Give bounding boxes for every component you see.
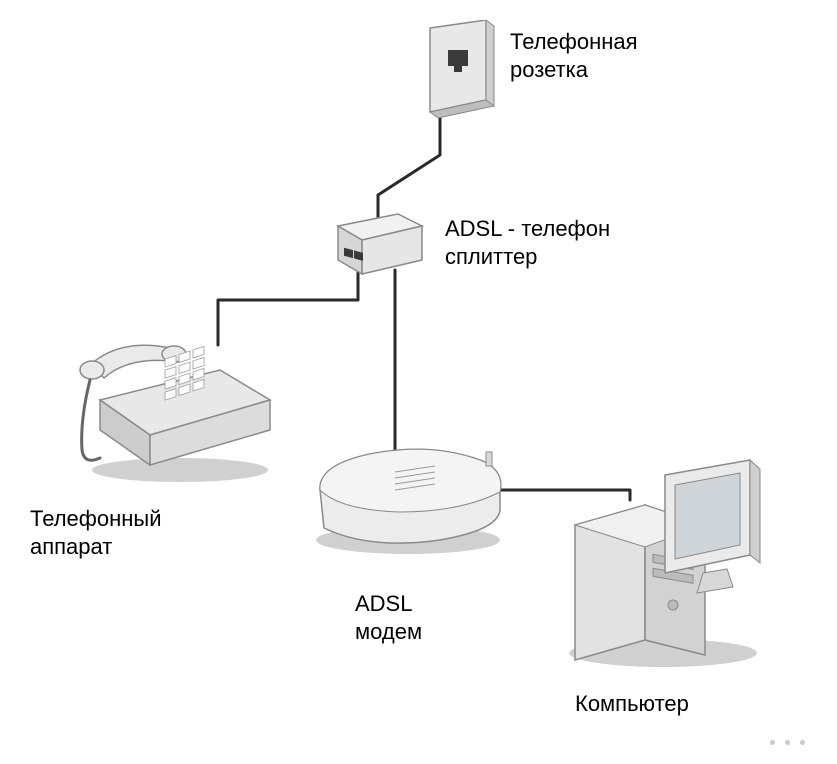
telephone-label: Телефонный аппарат bbox=[30, 505, 162, 560]
modem-label: ADSL модем bbox=[355, 590, 422, 645]
adsl-modem-icon bbox=[300, 430, 510, 560]
computer-label: Компьютер bbox=[575, 690, 689, 718]
computer-icon bbox=[555, 455, 765, 670]
wall-socket-label: Телефонная розетка bbox=[510, 28, 638, 83]
diagram-canvas: { "diagram": { "type": "network", "backg… bbox=[0, 0, 837, 764]
splitter-icon bbox=[330, 208, 428, 280]
ellipsis-dots bbox=[770, 740, 805, 745]
telephone-icon bbox=[70, 330, 280, 485]
splitter-label: ADSL - телефон сплиттер bbox=[445, 215, 610, 270]
wall-socket-icon bbox=[420, 20, 498, 118]
